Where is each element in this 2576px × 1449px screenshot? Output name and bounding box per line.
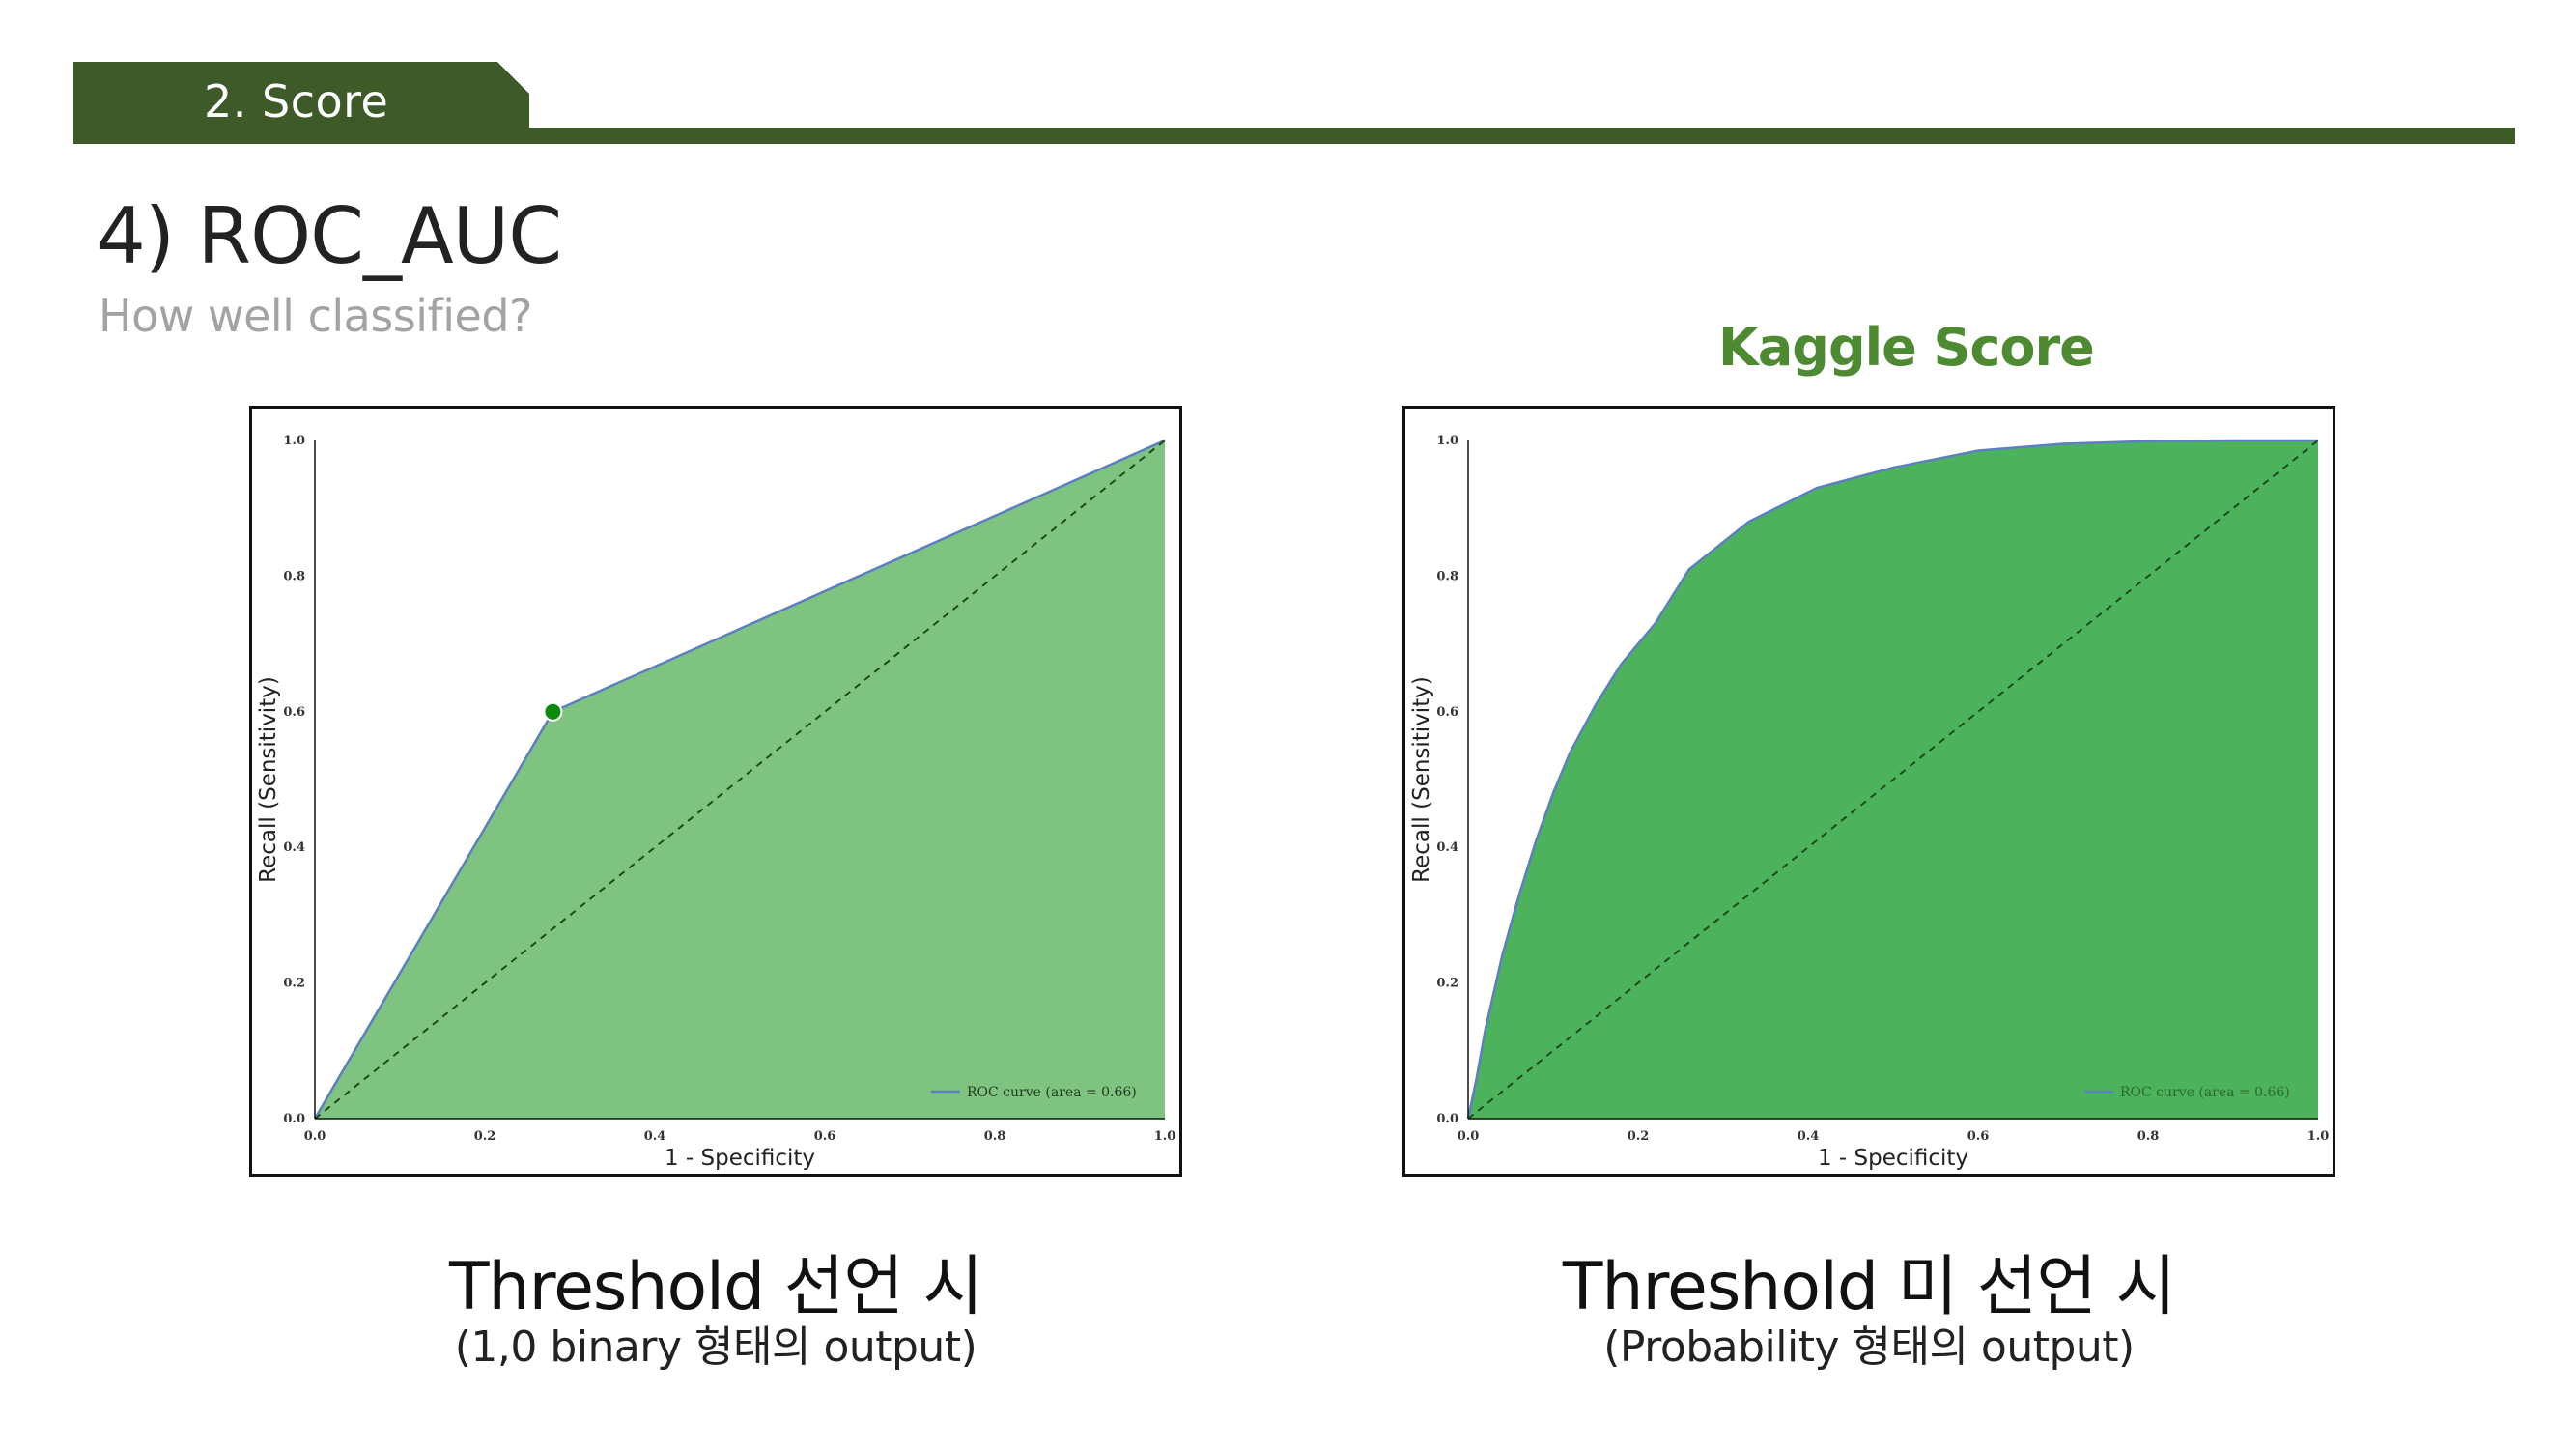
x-tick-label: 0.2 xyxy=(1628,1129,1650,1144)
y-tick-label: 0.2 xyxy=(1436,977,1458,991)
y-tick-label: 0.0 xyxy=(283,1112,305,1126)
y-axis-label: Recall (Sensitivity) xyxy=(1409,676,1434,883)
y-tick-label: 0.8 xyxy=(1436,569,1458,583)
y-tick-label: 0.6 xyxy=(283,705,305,720)
y-tick-label: 0.4 xyxy=(1436,840,1458,855)
y-tick-label: 0.8 xyxy=(283,569,305,583)
caption-threshold-title: Threshold 선언 시 xyxy=(448,1249,983,1325)
caption-probability-title: Threshold 미 선언 시 xyxy=(1562,1249,2176,1325)
x-axis-label: 1 - Specificity xyxy=(665,1146,815,1171)
x-tick-label: 0.0 xyxy=(304,1129,326,1144)
y-tick-label: 0.6 xyxy=(1436,705,1458,720)
legend-label: ROC curve (area = 0.66) xyxy=(967,1085,1137,1100)
x-tick-label: 1.0 xyxy=(1154,1129,1176,1144)
roc-curve-line xyxy=(1466,439,2318,1120)
page-title: 4) ROC_AUC xyxy=(97,191,562,281)
x-tick-label: 0.8 xyxy=(2137,1129,2160,1144)
threshold-point-marker xyxy=(543,701,563,722)
kaggle-score-label: Kaggle Score xyxy=(1718,317,2095,378)
y-tick-label: 1.0 xyxy=(283,434,305,448)
caption-probability-subtitle: (Probability 형태의 output) xyxy=(1603,1322,2135,1372)
legend-label: ROC curve (area = 0.66) xyxy=(2120,1085,2290,1100)
roc-chart-threshold: 0.0 0.2 0.4 0.6 0.8 1.0 0.0 0.2 0.4 0.6 0.8 1.0 1 - … xyxy=(249,406,1182,1177)
roc-chart-svg: 0.0 0.2 0.4 0.6 0.8 1.0 0.0 0.2 0.4 0.6 0.8 1.0 1 - … xyxy=(1409,434,2330,1171)
x-tick-label: 0.8 xyxy=(984,1129,1006,1144)
x-tick-label: 0.2 xyxy=(474,1129,496,1144)
caption-threshold-subtitle: (1,0 binary 형태의 output) xyxy=(454,1322,977,1372)
chance-diagonal-line xyxy=(1467,440,2319,1120)
roc-chart-svg: 0.0 0.2 0.4 0.6 0.8 1.0 0.0 0.2 0.4 0.6 0.8 1.0 1 - … xyxy=(256,434,1176,1171)
y-axis-label: Recall (Sensitivity) xyxy=(256,676,281,883)
y-tick-label: 0.4 xyxy=(283,840,305,855)
x-tick-label: 0.6 xyxy=(814,1129,836,1144)
y-tick-label: 0.0 xyxy=(1436,1112,1458,1126)
page-subtitle: How well classified? xyxy=(99,290,532,342)
x-tick-label: 1.0 xyxy=(2307,1129,2330,1144)
x-axis-label: 1 - Specificity xyxy=(1818,1146,1968,1171)
header-rule xyxy=(73,128,2515,144)
chance-diagonal-line xyxy=(314,440,1166,1120)
roc-chart-probability: 0.0 0.2 0.4 0.6 0.8 1.0 0.0 0.2 0.4 0.6 0.8 1.0 1 - … xyxy=(1402,406,2335,1177)
x-tick-label: 0.6 xyxy=(1967,1129,1990,1144)
section-label: 2. Score xyxy=(204,75,389,128)
x-tick-label: 0.0 xyxy=(1458,1129,1480,1144)
y-tick-label: 0.2 xyxy=(283,977,305,991)
y-tick-label: 1.0 xyxy=(1436,434,1458,448)
x-tick-label: 0.4 xyxy=(644,1129,666,1144)
x-tick-label: 0.4 xyxy=(1798,1129,1820,1144)
